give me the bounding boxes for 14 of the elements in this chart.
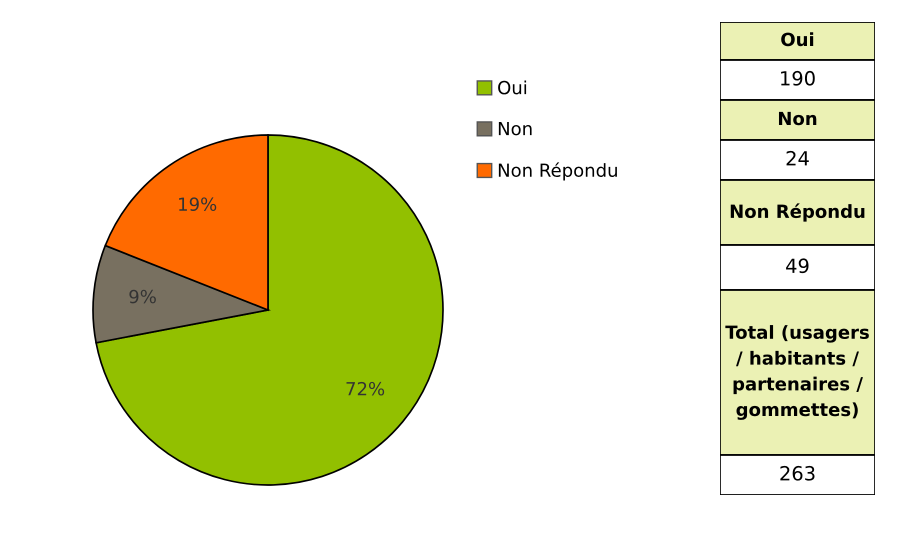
- data-label: 9%: [129, 290, 156, 304]
- text: Non: [778, 112, 816, 126]
- data-label: 72%: [346, 382, 384, 396]
- text: Non Répondu: [730, 203, 864, 222]
- text: Total (usagers / habitants / partenaires / gommettes): [725, 325, 869, 420]
- legend-label: Non Répondu: [498, 162, 617, 181]
- legend-label: Oui: [498, 80, 526, 94]
- text: 263: [780, 466, 814, 481]
- legend-label: Non: [498, 122, 532, 136]
- data-label: 19%: [179, 197, 216, 212]
- text: 24: [786, 150, 809, 166]
- text: 49: [786, 258, 809, 274]
- text: 190: [781, 70, 815, 86]
- text: Oui: [781, 32, 814, 46]
